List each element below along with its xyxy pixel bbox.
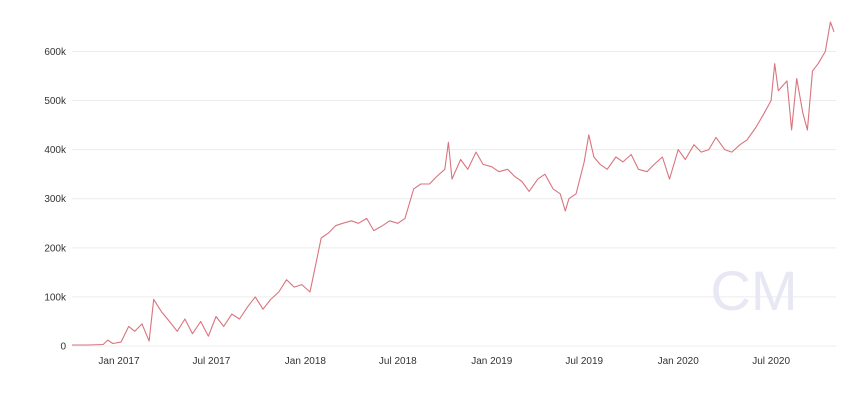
x-axis-ticks: Jan 2017 Jul 2017 Jan 2018 Jul 2018 Jan 2019… <box>98 356 790 367</box>
gridlines <box>72 50 836 347</box>
x-tick-label-4: Jan 2019 <box>471 356 513 367</box>
x-tick-label-1: Jul 2017 <box>193 356 231 367</box>
y-tick-label-1: 100k <box>44 292 67 303</box>
y-tick-label-0: 0 <box>60 342 66 353</box>
y-tick-label-3: 300k <box>44 194 67 205</box>
x-tick-label-0: Jan 2017 <box>98 356 140 367</box>
y-tick-label-2: 200k <box>44 243 67 254</box>
y-axis-ticks: 0 100k 200k 300k 400k 500k 600k <box>44 47 67 353</box>
x-tick-label-6: Jan 2020 <box>658 356 700 367</box>
y-tick-label-6: 600k <box>44 47 67 58</box>
watermark-logo: CM <box>710 259 797 322</box>
x-tick-label-2: Jan 2018 <box>285 356 327 367</box>
x-tick-label-5: Jul 2019 <box>565 356 603 367</box>
x-tick-label-3: Jul 2018 <box>379 356 417 367</box>
series-group <box>72 21 835 346</box>
y-tick-label-5: 500k <box>44 96 67 107</box>
x-tick-label-7: Jul 2020 <box>752 356 790 367</box>
y-tick-label-4: 400k <box>44 145 67 156</box>
series-line-0 <box>72 21 835 346</box>
